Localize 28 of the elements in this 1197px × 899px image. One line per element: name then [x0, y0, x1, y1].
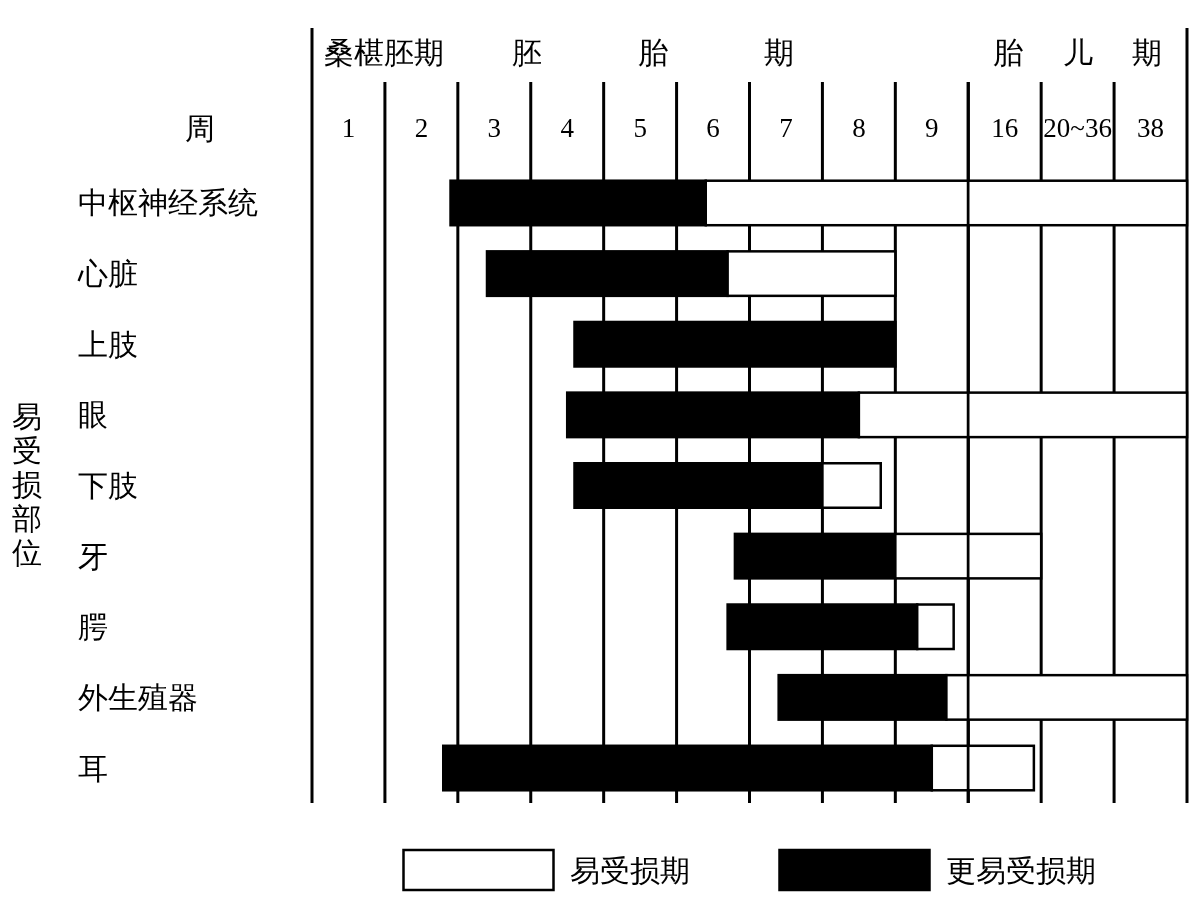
y-tick-label: 眼: [78, 398, 108, 432]
text: 桑椹胚期: [324, 35, 444, 69]
x-tick-label: 1: [341, 113, 356, 143]
x-tick-label: 2: [414, 113, 429, 143]
y-tick-label: 牙: [78, 539, 108, 573]
y-tick-label: 上肢: [78, 327, 138, 361]
y-tick-label: 下肢: [78, 469, 138, 502]
legend-label: 易受损期: [569, 853, 690, 887]
y-tick-label: 腭: [78, 610, 108, 644]
x-tick-label: 6: [706, 113, 720, 143]
x-tick-label: 20~36: [1043, 113, 1112, 143]
x-tick-label: 7: [779, 113, 793, 143]
y-axis-title: 易受损部位: [12, 399, 42, 569]
y-tick-label: 外生殖器: [78, 680, 198, 714]
x-tick-label: 3: [487, 113, 502, 143]
x-tick-label: 4: [560, 113, 575, 143]
x-tick-label: 8: [852, 113, 866, 143]
x-tick-label: 9: [925, 113, 939, 143]
y-tick-label: 耳: [78, 751, 108, 785]
x-tick-label: 16: [991, 113, 1019, 143]
legend-label: 更易受损期: [945, 853, 1096, 887]
y-tick-label: 中枢神经系统: [78, 186, 258, 220]
x-tick-label: 5: [633, 113, 647, 143]
chart-title: 胎儿期: [993, 35, 1197, 69]
x-axis-title: 周: [185, 111, 215, 145]
text: 胚胎期: [512, 35, 891, 69]
x-tick-label: 38: [1137, 113, 1165, 143]
y-tick-label: 心脏: [77, 257, 138, 291]
